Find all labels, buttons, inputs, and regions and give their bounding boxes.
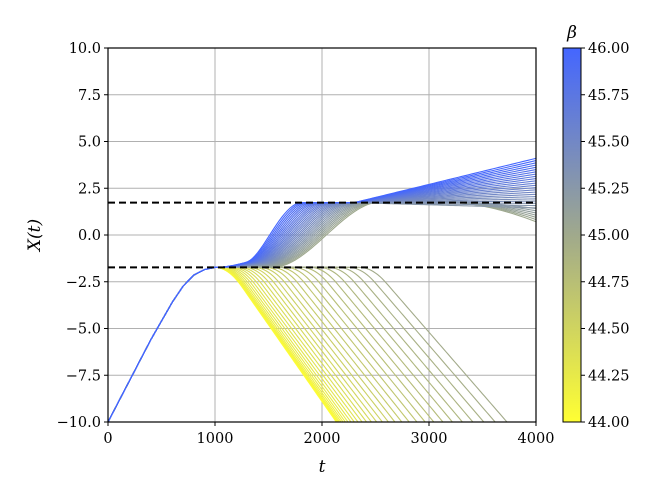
colorbar-tick-label: 45.00: [588, 228, 630, 244]
y-tick-label: 0.0: [78, 228, 101, 244]
colorbar-ticks: 44.00 44.25 44.50 44.75 45.00 45.25 45.50 45.75…: [581, 41, 630, 431]
y-tick-label: 5.0: [78, 135, 101, 151]
colorbar-tick-label: 45.50: [588, 135, 630, 151]
x-tick-label: 1000: [197, 431, 234, 447]
series-curve: [108, 266, 444, 422]
x-tick-label: 4000: [518, 431, 555, 447]
colorbar-tick-label: 44.00: [588, 415, 630, 431]
colorbar-tick-label: 44.50: [588, 322, 630, 338]
x-tick-label: 3000: [411, 431, 448, 447]
series-curve: [108, 266, 355, 422]
y-axis-ticks: −10.0 −7.5 −5.0 −2.5 0.0 2.5 5.0 7.5 10.0: [57, 41, 108, 431]
x-axis-label: t: [319, 457, 326, 477]
series-curve: [108, 266, 426, 422]
series-curve: [108, 266, 454, 422]
x-axis-ticks: 0 1000 2000 3000 4000: [103, 422, 554, 447]
y-tick-label: 7.5: [78, 88, 101, 104]
colorbar-tick-label: 45.25: [588, 181, 630, 197]
series-curve: [108, 266, 342, 422]
x-tick-label: 0: [103, 431, 112, 447]
colorbar: [562, 47, 582, 423]
series-curve: [108, 266, 338, 422]
y-tick-label: −7.5: [66, 368, 101, 384]
y-tick-label: −10.0: [57, 415, 101, 431]
y-tick-label: −5.0: [66, 322, 101, 338]
series-curve: [108, 266, 373, 422]
colorbar-tick-label: 44.75: [588, 275, 630, 291]
colorbar-label: β: [566, 23, 577, 43]
x-tick-label: 2000: [304, 431, 341, 447]
colorbar-tick-label: 46.00: [588, 41, 630, 57]
y-axis-label: X(t): [25, 219, 45, 253]
y-tick-label: 2.5: [78, 181, 101, 197]
series-curve: [108, 266, 339, 422]
series-curve: [108, 266, 403, 422]
colorbar-tick-label: 45.75: [588, 88, 630, 104]
y-tick-label: −2.5: [66, 275, 101, 291]
y-tick-label: 10.0: [69, 41, 101, 57]
reference-lines: [108, 201, 536, 269]
colorbar-tick-label: 44.25: [588, 368, 630, 384]
